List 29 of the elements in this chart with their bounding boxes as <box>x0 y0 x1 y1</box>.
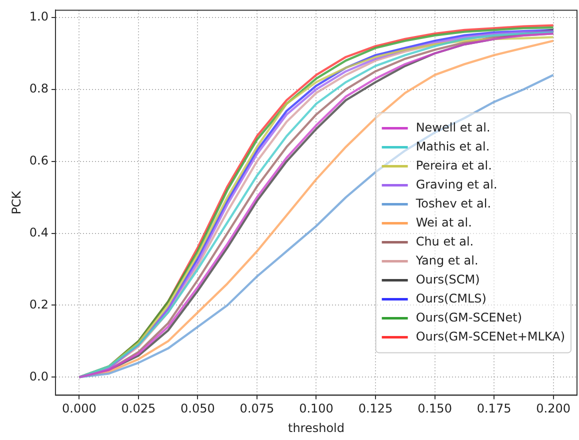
x-tick-label: 0.200 <box>536 402 570 416</box>
x-tick-label: 0.025 <box>121 402 156 416</box>
legend-label: Chu et al. <box>416 234 474 248</box>
legend-label: Mathis et al. <box>416 139 490 154</box>
y-tick-label: 1.0 <box>29 10 48 24</box>
x-axis-title: threshold <box>288 420 344 435</box>
x-tick-label: 0.100 <box>299 402 334 416</box>
legend-label: Yang et al. <box>414 253 478 268</box>
legend-label: Ours(CMLS) <box>416 291 486 306</box>
legend-label: Newell et al. <box>416 120 490 134</box>
legend-label: Ours(GM-SCENet+MLKA) <box>416 329 565 344</box>
x-tick-label: 0.150 <box>418 402 452 416</box>
x-tick-label: 0.050 <box>180 402 215 416</box>
y-tick-label: 0.0 <box>29 369 48 384</box>
y-tick-label: 0.8 <box>29 81 48 96</box>
y-tick-label: 0.4 <box>29 225 48 240</box>
legend-label: Wei at al. <box>416 215 472 230</box>
y-axis-title: PCK <box>9 190 24 214</box>
legend-label: Ours(SCM) <box>416 272 480 286</box>
x-tick-label: 0.125 <box>358 402 393 416</box>
x-tick-label: 0.075 <box>240 402 274 416</box>
y-tick-label: 0.6 <box>29 153 48 168</box>
legend-label: Graving et al. <box>416 177 498 192</box>
legend-label: Toshev et al. <box>414 196 492 210</box>
x-tick-label: 0.000 <box>62 402 96 416</box>
y-tick-label: 0.2 <box>29 297 48 312</box>
legend-label: Ours(GM-SCENet) <box>416 310 522 324</box>
legend-label: Pereira et al. <box>416 158 492 172</box>
x-tick-label: 0.175 <box>476 402 512 416</box>
